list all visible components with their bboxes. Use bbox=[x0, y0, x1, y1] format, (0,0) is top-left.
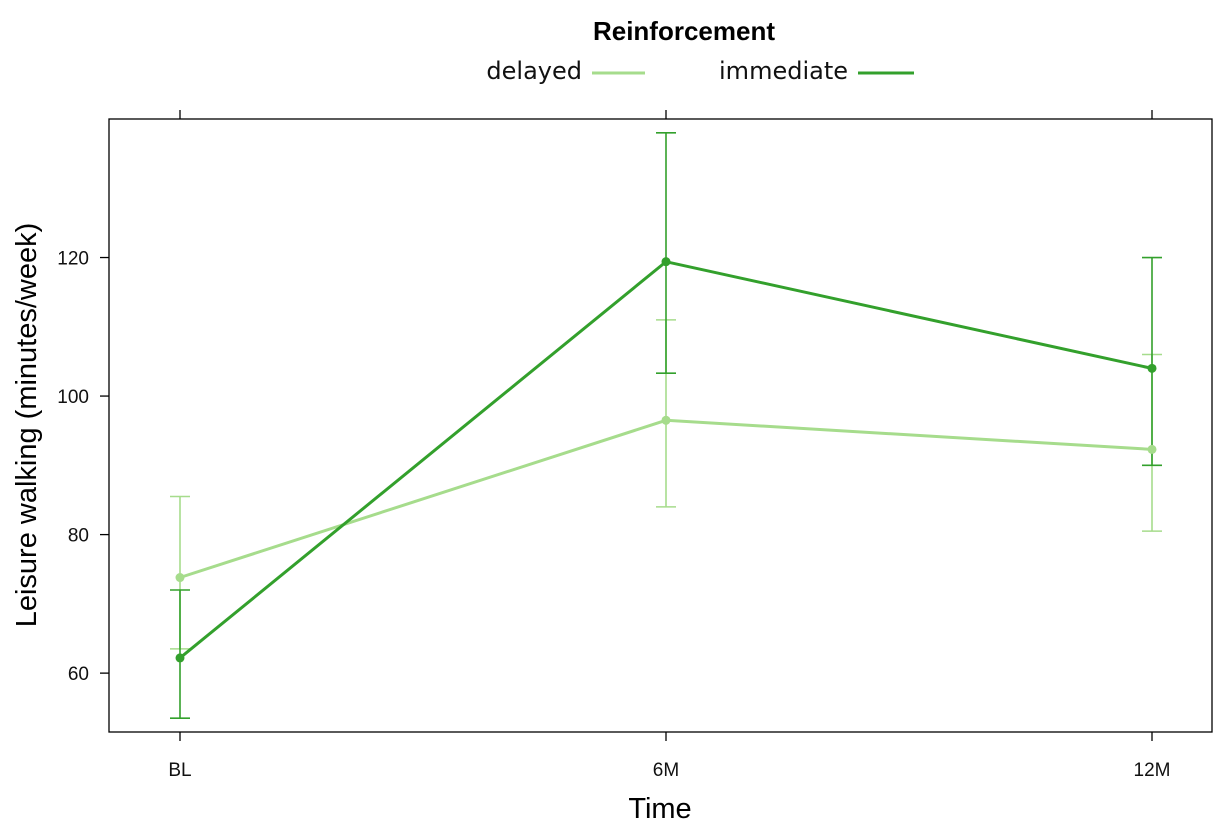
y-tick-label: 60 bbox=[68, 664, 89, 685]
legend-items: delayed immediate bbox=[486, 57, 914, 85]
x-tick-label: BL bbox=[168, 760, 191, 781]
legend-label-delayed: delayed bbox=[486, 57, 582, 85]
data-point-delayed bbox=[175, 573, 185, 583]
series-points bbox=[175, 257, 1157, 663]
data-point-delayed bbox=[661, 415, 671, 425]
data-point-delayed bbox=[1147, 444, 1157, 454]
legend: Reinforcement delayed immediate bbox=[486, 16, 914, 85]
axes: BL 6M 12M 60 80 100 120 bbox=[57, 110, 1170, 781]
data-point-immediate bbox=[1147, 363, 1157, 373]
y-tick-label: 120 bbox=[57, 249, 89, 270]
y-axis-title: Leisure walking (minutes/week) bbox=[11, 223, 43, 628]
legend-title: Reinforcement bbox=[593, 16, 775, 46]
plot-frame bbox=[108, 118, 1213, 733]
y-tick-label: 100 bbox=[57, 387, 89, 408]
data-point-immediate bbox=[661, 257, 671, 267]
error-bars bbox=[170, 132, 1162, 719]
legend-label-immediate: immediate bbox=[719, 57, 848, 85]
x-tick-label: 6M bbox=[653, 760, 679, 781]
x-axis-title: Time bbox=[628, 793, 691, 823]
x-tick-label: 12M bbox=[1134, 760, 1171, 781]
y-tick-label: 80 bbox=[68, 526, 89, 547]
data-point-immediate bbox=[175, 653, 185, 663]
